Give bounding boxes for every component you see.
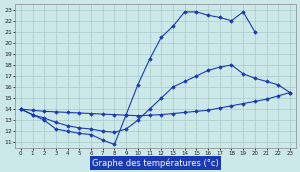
X-axis label: Graphe des températures (°c): Graphe des températures (°c) xyxy=(92,158,219,168)
